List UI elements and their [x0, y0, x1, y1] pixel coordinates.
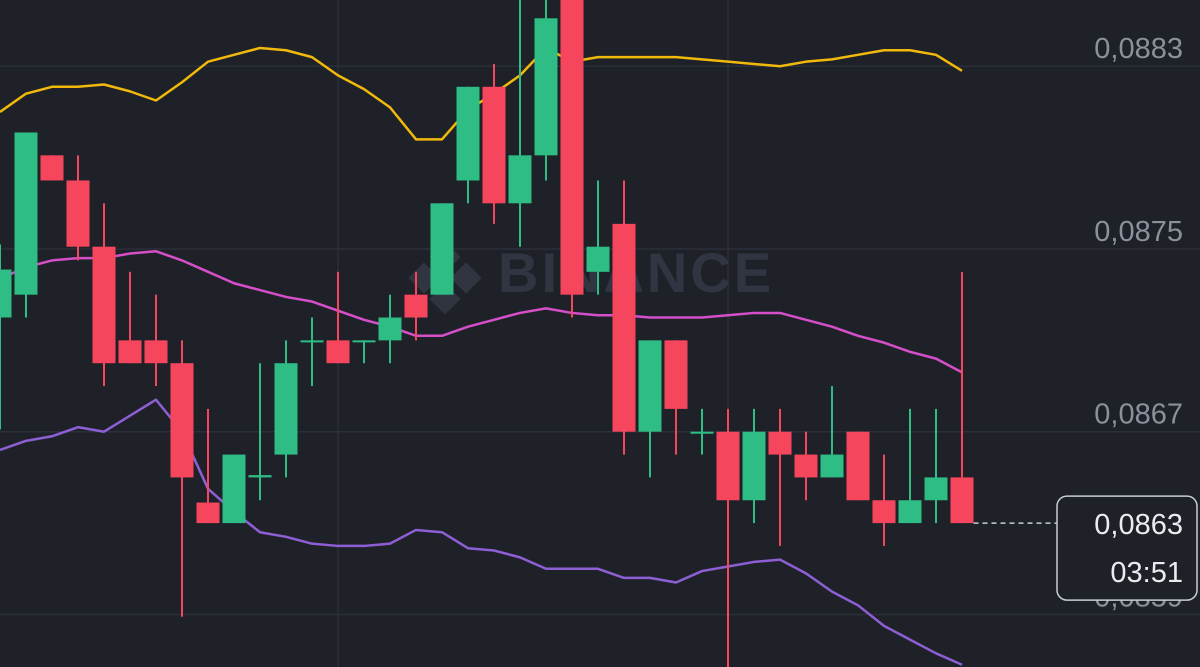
candle-body [482, 86, 506, 204]
candle-body [872, 500, 896, 524]
candle-body [144, 340, 168, 364]
candle-body [196, 502, 220, 524]
candle-body [560, 0, 584, 295]
candle-body [66, 180, 90, 247]
candle-body [378, 317, 402, 341]
candle-body [40, 155, 64, 181]
candle-body [664, 340, 688, 409]
candle-body [508, 155, 532, 204]
candle-body [950, 477, 974, 524]
candle-body [794, 454, 818, 478]
candle-body [846, 431, 870, 501]
grid [0, 65, 1200, 616]
candle-body [352, 340, 376, 343]
candle-body [0, 269, 12, 318]
candle-body [222, 454, 246, 524]
candle-body [924, 477, 948, 501]
candle-body [768, 431, 792, 455]
price-box [1056, 495, 1198, 601]
candle-body [742, 431, 766, 501]
band-line [0, 46, 963, 141]
candle-body [430, 203, 454, 295]
last-price-label: 0,0863 [1094, 509, 1183, 541]
candle-body [118, 340, 142, 364]
candle-body [456, 86, 480, 181]
candle-body [300, 340, 324, 343]
candle-body [586, 246, 610, 272]
candle-body [638, 340, 662, 432]
y-tick-label: 0,0875 [1094, 216, 1183, 248]
watermark-text: BINANCE [498, 241, 774, 304]
candle-body [274, 363, 298, 455]
price-tag: 0,0863 03:51 [973, 495, 1198, 601]
band-line [0, 250, 963, 374]
candle-body [534, 18, 558, 156]
candle-body [898, 500, 922, 524]
candle-body [170, 363, 194, 478]
y-tick-label: 0,0867 [1094, 399, 1183, 431]
candle-body [820, 454, 844, 478]
candle-body [326, 340, 350, 364]
candle-body [14, 132, 38, 295]
candle-body [690, 431, 714, 434]
indicator-lines [0, 46, 963, 666]
countdown-label: 03:51 [1110, 557, 1183, 589]
candle-body [612, 223, 636, 432]
candle-body [404, 294, 428, 318]
candle-body [248, 475, 272, 478]
candles [0, 0, 974, 667]
candle-body [92, 246, 116, 364]
band-line [0, 398, 963, 666]
y-tick-label: 0,0883 [1094, 33, 1183, 65]
candle-body [716, 431, 740, 501]
